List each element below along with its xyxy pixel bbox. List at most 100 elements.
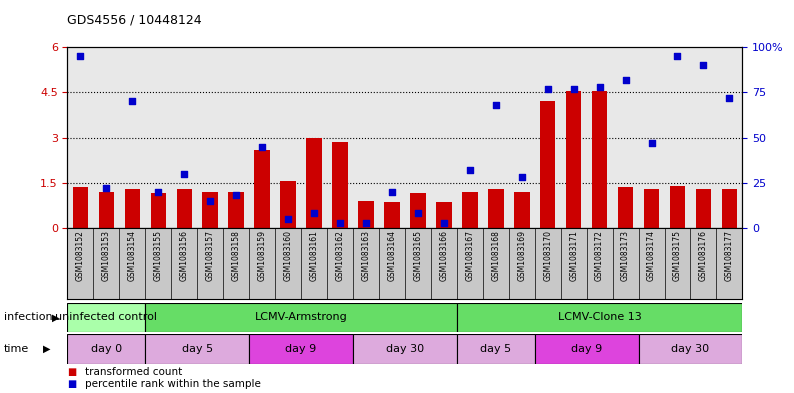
Point	[671, 53, 684, 59]
Bar	[306, 138, 322, 228]
Bar	[457, 303, 742, 332]
Bar	[98, 192, 114, 228]
Text: GSM1083157: GSM1083157	[206, 230, 214, 281]
Point	[489, 102, 502, 108]
Text: uninfected control: uninfected control	[56, 312, 157, 322]
Point	[437, 219, 450, 226]
Bar	[592, 91, 607, 228]
Point	[204, 198, 217, 204]
Point	[230, 192, 243, 198]
Bar	[249, 334, 353, 364]
Bar	[436, 202, 452, 228]
Text: GSM1083156: GSM1083156	[179, 230, 189, 281]
Point	[360, 219, 372, 226]
Text: percentile rank within the sample: percentile rank within the sample	[85, 379, 261, 389]
Bar	[488, 189, 503, 228]
Bar	[176, 189, 192, 228]
Bar	[254, 150, 270, 228]
Bar	[462, 192, 478, 228]
Text: day 9: day 9	[286, 344, 317, 354]
Text: day 30: day 30	[672, 344, 710, 354]
Point	[697, 62, 710, 68]
Text: ■: ■	[67, 367, 77, 377]
Bar	[384, 202, 399, 228]
Bar	[618, 187, 634, 228]
Point	[464, 167, 476, 173]
Text: GSM1083170: GSM1083170	[543, 230, 552, 281]
Text: GSM1083177: GSM1083177	[725, 230, 734, 281]
Bar	[151, 193, 166, 228]
Point	[411, 210, 424, 217]
Bar	[540, 101, 556, 228]
Text: GSM1083164: GSM1083164	[387, 230, 396, 281]
Bar	[534, 334, 638, 364]
Text: ■: ■	[67, 379, 77, 389]
Point	[178, 171, 191, 177]
Bar	[457, 334, 534, 364]
Text: GSM1083167: GSM1083167	[465, 230, 474, 281]
Text: GSM1083154: GSM1083154	[128, 230, 137, 281]
Point	[593, 84, 606, 90]
Text: GSM1083174: GSM1083174	[647, 230, 656, 281]
Text: GSM1083155: GSM1083155	[154, 230, 163, 281]
Text: GSM1083166: GSM1083166	[439, 230, 449, 281]
Point	[386, 189, 399, 195]
Bar	[669, 186, 685, 228]
Point	[542, 86, 554, 92]
Bar	[67, 334, 145, 364]
Point	[567, 86, 580, 92]
Bar	[353, 334, 457, 364]
Bar	[722, 189, 737, 228]
Bar	[145, 334, 249, 364]
Bar	[125, 189, 141, 228]
Text: GSM1083160: GSM1083160	[283, 230, 293, 281]
Text: GSM1083168: GSM1083168	[491, 230, 500, 281]
Text: GSM1083173: GSM1083173	[621, 230, 630, 281]
Text: day 30: day 30	[386, 344, 424, 354]
Text: GSM1083158: GSM1083158	[232, 230, 241, 281]
Point	[619, 77, 632, 83]
Text: transformed count: transformed count	[85, 367, 182, 377]
Text: LCMV-Clone 13: LCMV-Clone 13	[557, 312, 642, 322]
Text: day 9: day 9	[571, 344, 603, 354]
Text: GSM1083169: GSM1083169	[517, 230, 526, 281]
Point	[74, 53, 87, 59]
Text: GSM1083161: GSM1083161	[310, 230, 318, 281]
Bar	[145, 303, 457, 332]
Text: day 0: day 0	[91, 344, 122, 354]
Point	[723, 95, 736, 101]
Text: day 5: day 5	[480, 344, 511, 354]
Point	[152, 189, 164, 195]
Point	[256, 143, 268, 150]
Bar	[696, 189, 711, 228]
Bar	[67, 303, 145, 332]
Bar	[358, 201, 374, 228]
Point	[646, 140, 658, 146]
Text: time: time	[4, 344, 29, 354]
Text: LCMV-Armstrong: LCMV-Armstrong	[255, 312, 348, 322]
Text: GSM1083159: GSM1083159	[258, 230, 267, 281]
Bar	[644, 189, 659, 228]
Bar	[229, 192, 244, 228]
Text: GSM1083162: GSM1083162	[336, 230, 345, 281]
Text: ▶: ▶	[43, 344, 50, 354]
Text: GDS4556 / 10448124: GDS4556 / 10448124	[67, 14, 202, 27]
Point	[308, 210, 321, 217]
Text: GSM1083152: GSM1083152	[76, 230, 85, 281]
Text: GSM1083176: GSM1083176	[699, 230, 708, 281]
Bar	[514, 192, 530, 228]
Text: GSM1083153: GSM1083153	[102, 230, 111, 281]
Text: ▶: ▶	[52, 312, 60, 322]
Bar	[638, 334, 742, 364]
Text: GSM1083171: GSM1083171	[569, 230, 578, 281]
Text: GSM1083175: GSM1083175	[673, 230, 682, 281]
Bar	[280, 181, 296, 228]
Text: GSM1083163: GSM1083163	[361, 230, 371, 281]
Point	[100, 185, 113, 191]
Point	[515, 174, 528, 180]
Bar	[410, 193, 426, 228]
Text: infection: infection	[4, 312, 52, 322]
Bar	[202, 192, 218, 228]
Text: GSM1083165: GSM1083165	[414, 230, 422, 281]
Text: day 5: day 5	[182, 344, 213, 354]
